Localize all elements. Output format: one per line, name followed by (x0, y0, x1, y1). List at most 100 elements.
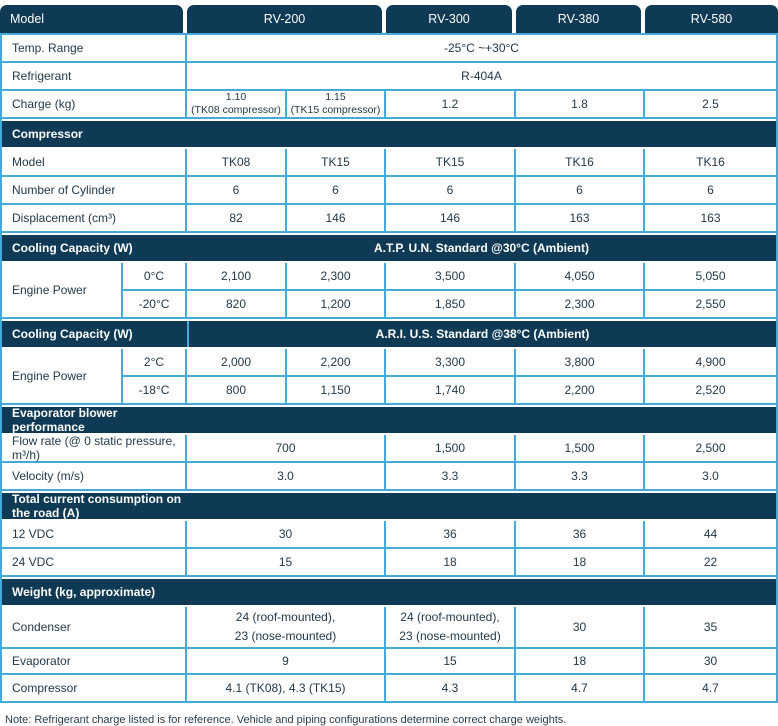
cell-value: 4.7 (516, 675, 645, 701)
section-title: Cooling Capacity (W) (12, 241, 133, 255)
row-label: Model (2, 149, 187, 175)
row-label: Engine Power (2, 349, 123, 403)
cell-value: 30 (187, 521, 386, 547)
cell-value: 2,300 (516, 291, 645, 317)
table-row: Charge (kg) 1.10 (TK08 compressor) 1.15 (T… (2, 91, 776, 119)
cell-value: 3,300 (386, 349, 516, 375)
cell-value: 5,050 (695, 269, 726, 283)
column-tab-rv-580: RV-580 (645, 5, 778, 33)
cell-value: 6 (386, 177, 516, 203)
row-label: Refrigerant (2, 63, 187, 89)
cell-value: 6 (707, 183, 714, 197)
cell-value: 9 (187, 649, 386, 673)
cell-value: R-404A (461, 69, 502, 83)
cell-value: 3.3 (386, 463, 516, 489)
section-header-row: Total current consumption on the road (A… (2, 492, 776, 520)
cell-value: 1,500 (386, 435, 516, 461)
cell-value: 2,000 (187, 349, 287, 375)
row-label: Evaporator (2, 649, 187, 673)
cell-value: 6 (287, 177, 386, 203)
spec-table: Temp. Range -25°C ~+30°C Refrigerant R-404A… (0, 33, 778, 703)
cell-value: 6 (516, 177, 645, 203)
cell-value: 36 (516, 521, 645, 547)
table-row: Displacement (cm³) 82 146 146 163 163 (2, 205, 776, 233)
cell-value: 30 (516, 607, 645, 647)
cell-value: 18 (386, 549, 516, 575)
cell-value: 3,500 (386, 263, 516, 289)
cell-value: 800 (187, 377, 287, 403)
table-row: Flow rate (@ 0 static pressure, m³/h) 700… (2, 434, 776, 463)
cell-value: 2,100 (187, 263, 287, 289)
section-standard: A.R.I. U.S. Standard @38°C (Ambient) (187, 321, 776, 347)
table-row: Temp. Range -25°C ~+30°C (2, 35, 776, 63)
cell-value: 1,150 (287, 377, 386, 403)
table-row: Velocity (m/s) 3.0 3.3 3.3 3.0 (2, 463, 776, 491)
row-label: Temp. Range (2, 35, 187, 61)
row-label: 12 VDC (2, 521, 187, 547)
table-row: Compressor 4.1 (TK08), 4.3 (TK15) 4.3 4.7 4.… (2, 675, 776, 703)
cell-value: 1,200 (287, 291, 386, 317)
cell-value: 146 (386, 205, 516, 231)
cell-value: TK16 (696, 155, 725, 169)
section-header-row: Weight (kg, approximate) (2, 579, 776, 605)
cell-value: 24 (roof-mounted), 23 (nose-mounted) (187, 607, 386, 647)
cell-value: 3,800 (516, 349, 645, 375)
engine-power-subrow: 2°C 2,000 2,200 3,300 3,800 4,900 (123, 349, 776, 377)
table-row: 24 VDC 15 18 18 22 (2, 549, 776, 577)
cell-value: 18 (516, 649, 645, 673)
cell-value: 146 (287, 205, 386, 231)
section-title: Cooling Capacity (W) (12, 327, 133, 341)
section-title: Evaporator blower performance (12, 406, 118, 434)
cell-value: 163 (516, 205, 645, 231)
column-tab-rv-380: RV-380 (516, 5, 641, 33)
cell-value: 1.8 (516, 91, 645, 117)
row-label: Condenser (2, 607, 187, 647)
row-label: Number of Cylinder (2, 177, 187, 203)
section-header-row: Cooling Capacity (W) A.T.P. U.N. Standard… (2, 235, 776, 261)
cell-value: TK15 (386, 149, 516, 175)
cell-value: 15 (386, 649, 516, 673)
temp-label: 0°C (123, 263, 187, 289)
cell-value: 4,900 (695, 355, 726, 369)
engine-power-subrow: -18°C 800 1,150 1,740 2,200 2,520 (123, 377, 776, 403)
cell-value: 1.15 (TK15 compressor) (287, 91, 386, 117)
section-header-row: Compressor (2, 121, 776, 147)
temp-label: 2°C (123, 349, 187, 375)
cell-value: 2,500 (695, 441, 726, 455)
cell-value: 1,500 (516, 435, 645, 461)
section-title: Weight (kg, approximate) (12, 585, 156, 599)
cell-value: 1,850 (386, 291, 516, 317)
section-standard (187, 493, 776, 519)
cell-value: -25°C ~+30°C (444, 41, 519, 55)
engine-power-subrow: 0°C 2,100 2,300 3,500 4,050 5,050 (123, 263, 776, 291)
cell-value: 36 (386, 521, 516, 547)
cell-value: 2,200 (516, 377, 645, 403)
cell-value: 6 (187, 177, 287, 203)
cell-value: 820 (187, 291, 287, 317)
cell-value: 2,200 (287, 349, 386, 375)
cell-value: 15 (187, 549, 386, 575)
cell-value: 22 (703, 555, 718, 569)
cell-value: 2,300 (287, 263, 386, 289)
row-label: Engine Power (2, 263, 123, 317)
cell-value: 3.0 (187, 463, 386, 489)
row-label: Compressor (2, 675, 187, 701)
section-standard: A.T.P. U.N. Standard @30°C (Ambient) (374, 241, 589, 255)
section-standard (187, 579, 776, 605)
section-standard (187, 121, 776, 147)
cell-value: 4.7 (702, 681, 719, 695)
engine-power-values: 2°C 2,000 2,200 3,300 3,800 4,900 -18°C 800 1,15… (123, 349, 776, 403)
cell-value: 2,550 (695, 297, 726, 311)
cell-value: 3.0 (702, 469, 719, 483)
cell-value: 30 (703, 654, 718, 668)
row-label: Charge (kg) (2, 91, 187, 117)
table-row: Condenser 24 (roof-mounted), 23 (nose-mou… (2, 607, 776, 649)
cell-value: 1.10 (TK08 compressor) (187, 91, 287, 117)
engine-power-row: Engine Power 0°C 2,100 2,300 3,500 4,050 5,050… (2, 263, 776, 319)
cell-value: TK15 (287, 149, 386, 175)
cell-value: 4.3 (386, 675, 516, 701)
section-title: Compressor (12, 127, 83, 141)
table-row: Number of Cylinder 6 6 6 6 6 (2, 177, 776, 205)
temp-label: -18°C (123, 377, 187, 403)
